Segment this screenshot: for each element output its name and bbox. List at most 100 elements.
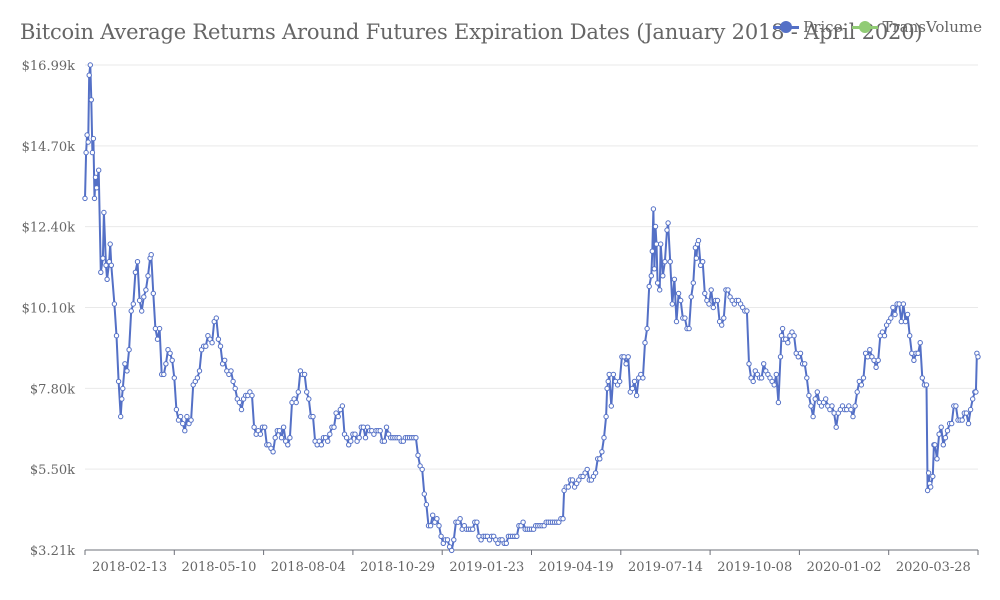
price-point[interactable] — [625, 354, 631, 360]
price-point[interactable] — [335, 413, 341, 420]
price-point[interactable] — [812, 396, 818, 402]
price-point[interactable] — [569, 477, 576, 483]
price-point[interactable] — [675, 290, 682, 297]
price-point[interactable] — [148, 252, 154, 258]
price-point[interactable] — [92, 174, 99, 181]
price-point[interactable] — [100, 255, 106, 261]
price-point[interactable] — [377, 428, 383, 434]
price-point[interactable] — [664, 227, 670, 233]
price-point[interactable] — [196, 368, 203, 374]
price-point[interactable] — [262, 424, 268, 430]
price-point[interactable] — [436, 523, 442, 529]
price-point[interactable] — [251, 424, 257, 430]
price-point[interactable] — [293, 399, 299, 406]
price-point[interactable] — [310, 413, 316, 420]
price-point[interactable] — [850, 413, 856, 420]
price-point[interactable] — [860, 375, 867, 381]
price-point[interactable] — [304, 389, 310, 395]
price-point[interactable] — [108, 262, 115, 268]
price-point[interactable] — [163, 361, 169, 367]
price-point[interactable] — [90, 135, 97, 142]
price-point[interactable] — [136, 297, 143, 304]
price-point[interactable] — [257, 431, 264, 437]
price-point[interactable] — [352, 431, 358, 437]
price-point[interactable] — [806, 392, 812, 399]
price-point[interactable] — [82, 195, 88, 202]
price-point[interactable] — [744, 308, 750, 314]
price-point[interactable] — [584, 466, 590, 473]
price-point[interactable] — [662, 259, 668, 265]
price-point[interactable] — [306, 396, 312, 402]
price-point[interactable] — [318, 442, 325, 448]
price-point[interactable] — [657, 287, 663, 293]
price-point[interactable] — [779, 325, 786, 332]
price-point[interactable] — [900, 301, 907, 307]
price-point[interactable] — [444, 537, 451, 543]
price-point[interactable] — [708, 287, 714, 293]
price-point[interactable] — [890, 304, 896, 311]
price-point[interactable] — [975, 354, 981, 360]
price-point[interactable] — [145, 273, 151, 279]
price-point[interactable] — [702, 290, 708, 297]
price-point[interactable] — [287, 435, 293, 441]
price-point[interactable] — [649, 248, 655, 254]
price-point[interactable] — [932, 442, 938, 448]
price-point[interactable] — [213, 315, 220, 321]
price-point[interactable] — [438, 533, 444, 539]
price-point[interactable] — [810, 413, 816, 420]
price-point[interactable] — [451, 537, 457, 543]
price-point[interactable] — [682, 315, 688, 321]
price-point[interactable] — [222, 357, 228, 363]
price-point[interactable] — [633, 392, 640, 399]
price-point[interactable] — [949, 420, 955, 427]
price-point[interactable] — [115, 378, 122, 385]
price-point[interactable] — [230, 378, 236, 385]
price-point[interactable] — [169, 357, 175, 363]
price-point[interactable] — [457, 516, 463, 522]
price-point[interactable] — [604, 385, 610, 392]
price-point[interactable] — [892, 311, 898, 318]
price-point[interactable] — [514, 533, 520, 539]
price-point[interactable] — [327, 431, 333, 437]
price-point[interactable] — [107, 241, 113, 247]
price-point[interactable] — [686, 325, 692, 332]
price-point[interactable] — [348, 438, 354, 444]
price-point[interactable] — [802, 361, 808, 367]
price-point[interactable] — [203, 343, 209, 349]
price-point[interactable] — [651, 266, 658, 272]
price-point[interactable] — [917, 340, 923, 346]
price-point[interactable] — [209, 340, 215, 346]
price-point[interactable] — [182, 428, 188, 434]
price-point[interactable] — [86, 72, 92, 78]
price-point[interactable] — [103, 262, 109, 268]
price-point[interactable] — [339, 403, 346, 409]
price-point[interactable] — [272, 435, 278, 441]
price-point[interactable] — [934, 456, 940, 462]
price-point[interactable] — [648, 273, 654, 279]
price-point[interactable] — [915, 350, 921, 356]
price-point[interactable] — [474, 519, 480, 525]
price-point[interactable] — [667, 259, 673, 265]
price-point[interactable] — [122, 361, 128, 367]
legend-item-price[interactable]: Price — [773, 18, 842, 36]
price-point[interactable] — [678, 297, 684, 304]
price-point[interactable] — [592, 470, 599, 476]
price-point[interactable] — [356, 435, 362, 441]
price-point[interactable] — [139, 308, 145, 314]
price-point[interactable] — [761, 361, 767, 367]
price-point[interactable] — [833, 424, 839, 430]
price-point[interactable] — [415, 452, 421, 458]
price-point[interactable] — [808, 403, 814, 409]
price-point[interactable] — [120, 385, 126, 392]
price-point[interactable] — [249, 392, 255, 399]
price-point[interactable] — [325, 438, 331, 444]
price-point[interactable] — [215, 336, 222, 342]
price-point[interactable] — [700, 259, 706, 265]
price-point[interactable] — [829, 403, 835, 409]
price-point[interactable] — [93, 185, 100, 191]
price-point[interactable] — [652, 223, 659, 230]
price-point[interactable] — [907, 333, 913, 339]
price-point[interactable] — [232, 385, 238, 392]
price-point[interactable] — [87, 62, 94, 68]
price-point[interactable] — [603, 413, 609, 420]
